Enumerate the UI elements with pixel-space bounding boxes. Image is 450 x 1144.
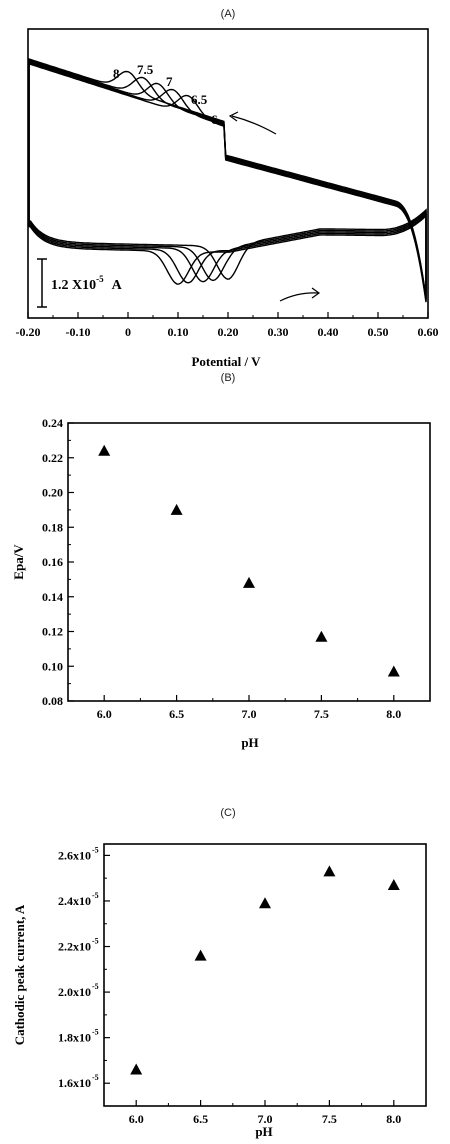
x-tick-label: 7.5	[322, 1112, 337, 1126]
panel-b-data-points	[98, 444, 400, 677]
panel-a: -0.20 -0.10 0 0.10 0.20 0.30 0.40 0.50 0.60 8 7.…	[16, 28, 439, 369]
panel-c-label: (C)	[220, 807, 235, 819]
data-point-triangle	[98, 444, 111, 456]
panel-a-x-tick-label: 0.40	[318, 325, 339, 339]
x-tick-label: 7.0	[242, 707, 257, 721]
panel-a-x-ticks: -0.20 -0.10 0 0.10 0.20 0.30 0.40 0.50 0.60	[16, 312, 439, 339]
panel-c-data-points	[130, 865, 400, 1075]
panel-a-label: (A)	[221, 8, 236, 20]
panel-c: 6.0 6.5 7.0 7.5 8.01.6x10 -51.8x10 -52.0x10 -52…	[12, 843, 427, 1139]
y-tick-label: 0.10	[42, 659, 63, 673]
y-tick-label: 1.8x10	[58, 1031, 91, 1045]
x-tick-label: 7.5	[314, 707, 329, 721]
panel-b-y-axis-title: Epa/V	[11, 544, 26, 580]
panel-c-x-axis-title: pH	[255, 1124, 272, 1139]
panel-b: 6.0 6.5 7.0 7.5 8.0 0.08 0.10 0.12 0.14 0.16 0.18 0…	[11, 416, 431, 750]
x-tick-label: 6.0	[97, 707, 112, 721]
y-tick-label: 0.20	[42, 486, 63, 500]
panel-a-x-tick-label: 0.10	[168, 325, 189, 339]
panel-a-x-tick-label: 0	[125, 325, 131, 339]
panel-b-ticks: 6.0 6.5 7.0 7.5 8.0 0.08 0.10 0.12 0.14 0.16 0.18 0…	[42, 416, 401, 721]
data-point-triangle	[259, 897, 271, 909]
panel-a-x-tick-label: 0.30	[268, 325, 289, 339]
panel-a-x-tick-label: 0.50	[368, 325, 389, 339]
panel-b-label: (B)	[221, 372, 236, 384]
y-tick-label: 0.08	[42, 694, 63, 708]
panel-a-x-axis-title: Potential / V	[191, 354, 261, 369]
data-point-triangle	[323, 865, 336, 877]
x-tick-label: 8.0	[386, 707, 401, 721]
voltammogram-ph-6-5	[28, 61, 427, 302]
voltammogram-ph-7-5	[28, 59, 427, 299]
panel-a-x-tick-label: 0.60	[418, 325, 439, 339]
panel-a-plot-frame	[27, 28, 429, 319]
y-tick-label: 2.4x10	[58, 894, 91, 908]
data-point-triangle	[130, 1063, 143, 1075]
y-tick-label-exponent: -5	[92, 1028, 99, 1037]
y-tick-label: 0.18	[42, 520, 63, 534]
x-tick-label: 6.5	[193, 1112, 208, 1126]
panel-a-x-tick-label: -0.10	[66, 325, 91, 339]
y-tick-label: 0.14	[42, 590, 63, 604]
panel-c-ticks: 6.0 6.5 7.0 7.5 8.01.6x10 -51.8x10 -52.0x10 -52…	[58, 845, 401, 1126]
panel-a-x-tick-label: -0.20	[16, 325, 41, 339]
y-tick-label-exponent: -5	[92, 982, 99, 991]
panel-b-plot-frame	[67, 422, 431, 702]
y-tick-label-exponent: -5	[92, 845, 99, 854]
y-tick-label: 1.6x10	[58, 1076, 91, 1090]
y-tick-label-exponent: -5	[92, 1073, 99, 1082]
data-point-triangle	[194, 949, 207, 961]
x-tick-label: 7.0	[258, 1112, 273, 1126]
y-tick-label: 0.12	[42, 625, 63, 639]
panel-c-y-axis-title: Cathodic peak current, A	[12, 904, 27, 1045]
curve-label-8: 8	[113, 66, 120, 81]
y-tick-label-exponent: -5	[92, 937, 99, 946]
y-tick-label-exponent: -5	[92, 891, 99, 900]
data-point-triangle	[243, 576, 255, 588]
y-tick-label: 0.22	[42, 451, 63, 465]
y-tick-label: 0.24	[42, 416, 63, 430]
curve-label-7-5: 7.5	[137, 62, 154, 77]
scan-direction-arrow-bottom-head	[311, 287, 321, 299]
curve-label-6: 6	[211, 112, 218, 127]
y-tick-label: 2.2x10	[58, 940, 91, 954]
y-tick-label: 2.0x10	[58, 985, 91, 999]
y-tick-label: 2.6x10	[58, 848, 91, 862]
x-tick-label: 6.0	[129, 1112, 144, 1126]
x-tick-label: 6.5	[169, 707, 184, 721]
panel-a-voltammograms	[28, 58, 427, 303]
panel-a-x-tick-label: 0.20	[218, 325, 239, 339]
data-point-triangle	[387, 665, 400, 677]
y-tick-label: 0.16	[42, 555, 63, 569]
data-point-triangle	[170, 503, 183, 515]
voltammogram-ph-7	[28, 60, 427, 300]
current-scale-label: 1.2 X10-5 A	[51, 274, 123, 293]
panel-b-x-axis-title: pH	[241, 735, 258, 750]
curve-label-7: 7	[166, 74, 173, 89]
curve-label-6-5: 6.5	[191, 92, 208, 107]
x-tick-label: 8.0	[386, 1112, 401, 1126]
scan-direction-arrow-top	[231, 115, 277, 135]
scan-direction-arrow-bottom	[279, 292, 319, 302]
panel-c-plot-frame	[103, 843, 427, 1107]
data-point-triangle	[315, 630, 328, 642]
current-scale-bar	[37, 258, 47, 308]
scan-direction-arrow-top-head	[228, 111, 239, 122]
voltammogram-ph-6	[28, 62, 427, 303]
data-point-triangle	[387, 879, 400, 891]
